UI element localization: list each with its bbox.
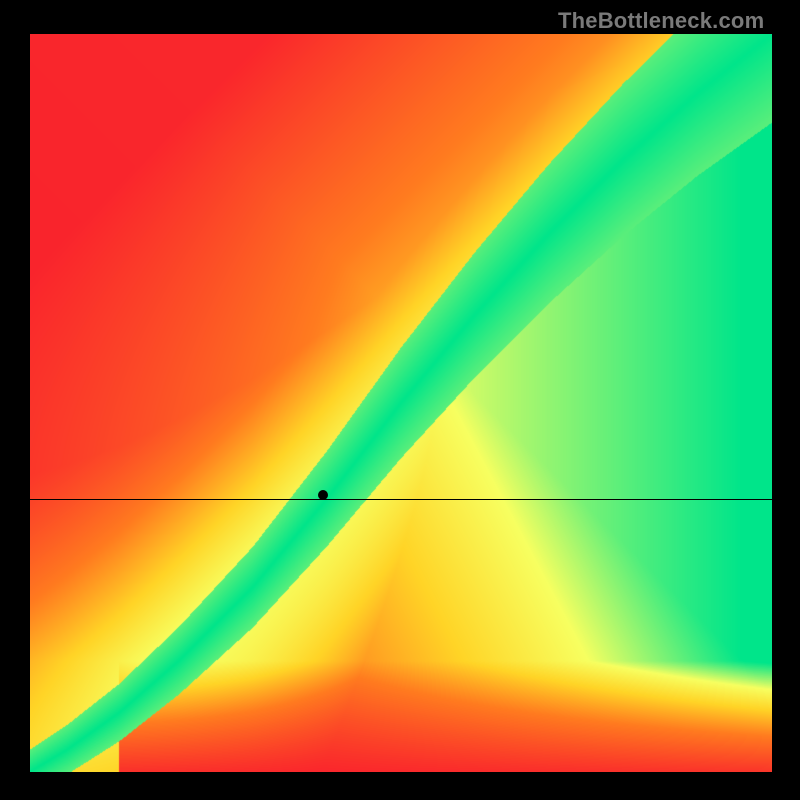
crosshair-horizontal bbox=[30, 499, 772, 500]
watermark-text: TheBottleneck.com bbox=[558, 8, 764, 34]
heatmap-plot bbox=[30, 34, 772, 772]
heatmap-canvas bbox=[30, 34, 772, 772]
